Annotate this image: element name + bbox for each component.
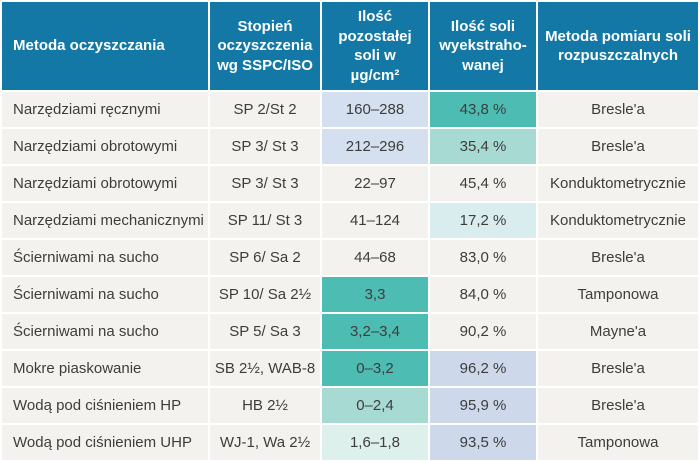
table-row: Ścierniwami na sucho SP 5/ Sa 3 3,2–3,4 … — [2, 314, 698, 349]
cell-measurement-method: Bresle'a — [538, 388, 698, 423]
cell-measurement-method: Bresle'a — [538, 129, 698, 164]
cell-extracted-salt: 83,0 % — [430, 240, 536, 275]
cell-extracted-salt: 84,0 % — [430, 277, 536, 312]
table-body: Narzędziami ręcznymi SP 2/St 2 160–288 4… — [2, 92, 698, 460]
cell-grade: SP 2/St 2 — [210, 92, 320, 127]
cell-residual-salt: 3,2–3,4 — [322, 314, 428, 349]
cell-grade: SP 3/ St 3 — [210, 129, 320, 164]
table-row: Ścierniwami na sucho SP 6/ Sa 2 44–68 83… — [2, 240, 698, 275]
cell-extracted-salt: 90,2 % — [430, 314, 536, 349]
header-row: Metoda oczyszczania Stopień oczyszczenia… — [2, 2, 698, 90]
cell-grade: SP 10/ Sa 2½ — [210, 277, 320, 312]
header-cleaning-grade: Stopień oczyszczenia wg SSPC/ISO — [210, 2, 320, 90]
cell-grade: SP 3/ St 3 — [210, 166, 320, 201]
cell-residual-salt: 212–296 — [322, 129, 428, 164]
cell-method: Wodą pod ciśnieniem UHP — [2, 425, 208, 460]
cell-method: Ścierniwami na sucho — [2, 277, 208, 312]
cell-grade: SP 11/ St 3 — [210, 203, 320, 238]
cell-method: Ścierniwami na sucho — [2, 314, 208, 349]
cell-measurement-method: Bresle'a — [538, 92, 698, 127]
cell-residual-salt: 22–97 — [322, 166, 428, 201]
table-row: Narzędziami obrotowymi SP 3/ St 3 212–29… — [2, 129, 698, 164]
cell-extracted-salt: 45,4 % — [430, 166, 536, 201]
table-header: Metoda oczyszczania Stopień oczyszczenia… — [2, 2, 698, 90]
cell-extracted-salt: 93,5 % — [430, 425, 536, 460]
cell-extracted-salt: 95,9 % — [430, 388, 536, 423]
cell-method: Narzędziami obrotowymi — [2, 166, 208, 201]
cell-measurement-method: Konduktometrycznie — [538, 166, 698, 201]
cell-extracted-salt: 35,4 % — [430, 129, 536, 164]
cell-measurement-method: Bresle'a — [538, 351, 698, 386]
cell-grade: SB 2½, WAB-8 — [210, 351, 320, 386]
cell-grade: SP 6/ Sa 2 — [210, 240, 320, 275]
cell-method: Wodą pod ciśnieniem HP — [2, 388, 208, 423]
cell-method: Ścierniwami na sucho — [2, 240, 208, 275]
table-row: Narzędziami obrotowymi SP 3/ St 3 22–97 … — [2, 166, 698, 201]
cell-extracted-salt: 17,2 % — [430, 203, 536, 238]
table-row: Narzędziami mechanicznymi SP 11/ St 3 41… — [2, 203, 698, 238]
cell-measurement-method: Bresle'a — [538, 240, 698, 275]
cell-residual-salt: 1,6–1,8 — [322, 425, 428, 460]
header-cleaning-method: Metoda oczyszczania — [2, 2, 208, 90]
header-extracted-salt: Ilość soli wyekstraho­wanej — [430, 2, 536, 90]
cell-residual-salt: 44–68 — [322, 240, 428, 275]
cell-method: Narzędziami obrotowymi — [2, 129, 208, 164]
cell-measurement-method: Tamponowa — [538, 425, 698, 460]
cell-grade: WJ-1, Wa 2½ — [210, 425, 320, 460]
cell-extracted-salt: 43,8 % — [430, 92, 536, 127]
cell-method: Mokre piaskowanie — [2, 351, 208, 386]
cell-residual-salt: 0–2,4 — [322, 388, 428, 423]
cell-method: Narzędziami ręcznymi — [2, 92, 208, 127]
table-row: Wodą pod ciśnieniem UHP WJ-1, Wa 2½ 1,6–… — [2, 425, 698, 460]
header-residual-salt: Ilość pozostałej soli w µg/cm² — [322, 2, 428, 90]
cell-measurement-method: Konduktometrycznie — [538, 203, 698, 238]
cell-grade: SP 5/ Sa 3 — [210, 314, 320, 349]
cell-residual-salt: 41–124 — [322, 203, 428, 238]
cell-measurement-method: Tamponowa — [538, 277, 698, 312]
cell-residual-salt: 0–3,2 — [322, 351, 428, 386]
cell-grade: HB 2½ — [210, 388, 320, 423]
cell-method: Narzędziami mechanicznymi — [2, 203, 208, 238]
table-row: Ścierniwami na sucho SP 10/ Sa 2½ 3,3 84… — [2, 277, 698, 312]
table-row: Mokre piaskowanie SB 2½, WAB-8 0–3,2 96,… — [2, 351, 698, 386]
cell-measurement-method: Mayne'a — [538, 314, 698, 349]
table-row: Wodą pod ciśnieniem HP HB 2½ 0–2,4 95,9 … — [2, 388, 698, 423]
cell-residual-salt: 3,3 — [322, 277, 428, 312]
cell-extracted-salt: 96,2 % — [430, 351, 536, 386]
cell-residual-salt: 160–288 — [322, 92, 428, 127]
table-row: Narzędziami ręcznymi SP 2/St 2 160–288 4… — [2, 92, 698, 127]
header-measurement-method: Metoda pomiaru soli rozpuszczalnych — [538, 2, 698, 90]
